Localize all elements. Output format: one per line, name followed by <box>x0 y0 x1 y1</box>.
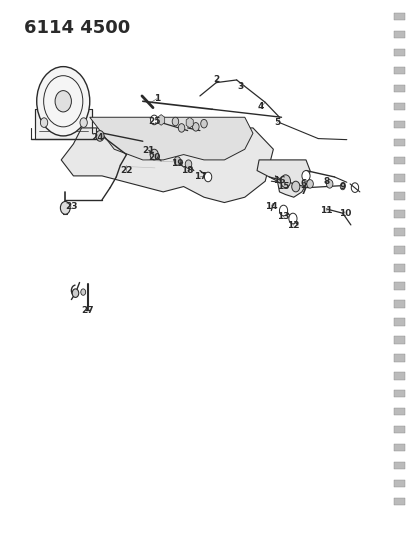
Circle shape <box>172 117 179 126</box>
Text: 23: 23 <box>65 202 78 211</box>
Text: 9: 9 <box>339 182 346 191</box>
Circle shape <box>279 205 288 216</box>
Circle shape <box>151 115 158 125</box>
Text: 25: 25 <box>148 117 160 126</box>
Text: 6114 4500: 6114 4500 <box>24 19 131 37</box>
Polygon shape <box>257 160 310 197</box>
Bar <box>394 282 405 290</box>
Bar <box>394 49 405 56</box>
Text: 8: 8 <box>323 177 330 185</box>
Text: 15: 15 <box>277 182 290 191</box>
Bar <box>394 85 405 92</box>
Circle shape <box>289 213 297 224</box>
Bar <box>394 31 405 38</box>
Bar <box>394 300 405 308</box>
Bar <box>394 390 405 398</box>
Bar <box>394 192 405 200</box>
Text: 7: 7 <box>301 188 307 196</box>
Text: 14: 14 <box>265 202 277 211</box>
Bar <box>35 109 92 139</box>
Text: 21: 21 <box>142 146 154 155</box>
Bar <box>394 444 405 451</box>
Bar <box>394 67 405 74</box>
Text: 5: 5 <box>274 118 281 127</box>
Circle shape <box>150 149 158 160</box>
Bar <box>394 318 405 326</box>
Bar <box>394 120 405 128</box>
Text: 3: 3 <box>237 82 244 91</box>
Text: 13: 13 <box>277 213 290 221</box>
Circle shape <box>340 183 345 190</box>
Bar <box>394 174 405 182</box>
Bar <box>394 211 405 218</box>
Text: 10: 10 <box>339 209 351 217</box>
Circle shape <box>307 180 313 188</box>
Bar <box>394 103 405 110</box>
Bar <box>394 354 405 361</box>
Circle shape <box>60 201 70 214</box>
Circle shape <box>302 171 310 181</box>
Circle shape <box>37 67 90 136</box>
Text: 4: 4 <box>258 102 264 111</box>
Text: 2: 2 <box>213 76 220 84</box>
Circle shape <box>40 118 48 127</box>
Circle shape <box>174 157 181 165</box>
Bar <box>394 264 405 272</box>
Circle shape <box>44 76 83 127</box>
Circle shape <box>326 180 333 188</box>
Bar <box>394 426 405 433</box>
Text: 1: 1 <box>154 94 160 103</box>
Polygon shape <box>90 117 253 160</box>
Bar <box>394 480 405 487</box>
Circle shape <box>204 172 212 182</box>
Text: 12: 12 <box>288 221 300 230</box>
Text: 20: 20 <box>148 153 160 161</box>
Bar <box>394 13 405 20</box>
Bar <box>394 498 405 505</box>
Circle shape <box>185 160 192 168</box>
Bar <box>394 157 405 164</box>
Text: 16: 16 <box>273 176 286 184</box>
Text: 17: 17 <box>194 173 206 181</box>
Text: 11: 11 <box>320 206 333 215</box>
Bar <box>394 336 405 344</box>
Text: 27: 27 <box>82 306 94 314</box>
Bar <box>394 408 405 415</box>
Circle shape <box>201 119 207 128</box>
Circle shape <box>96 131 104 141</box>
Bar <box>394 372 405 379</box>
Circle shape <box>193 123 199 131</box>
Circle shape <box>80 118 87 127</box>
Bar <box>394 462 405 470</box>
Circle shape <box>281 175 290 188</box>
Bar <box>394 246 405 254</box>
Text: 22: 22 <box>120 166 133 175</box>
Text: 19: 19 <box>171 159 184 168</box>
Text: 6: 6 <box>301 180 307 188</box>
Bar <box>394 228 405 236</box>
Circle shape <box>72 289 79 297</box>
Circle shape <box>292 181 300 192</box>
Text: 24: 24 <box>91 133 103 142</box>
Circle shape <box>55 91 71 112</box>
Circle shape <box>81 289 86 295</box>
Polygon shape <box>61 128 273 203</box>
Text: 18: 18 <box>182 166 194 175</box>
Circle shape <box>178 124 185 132</box>
Bar <box>394 139 405 146</box>
